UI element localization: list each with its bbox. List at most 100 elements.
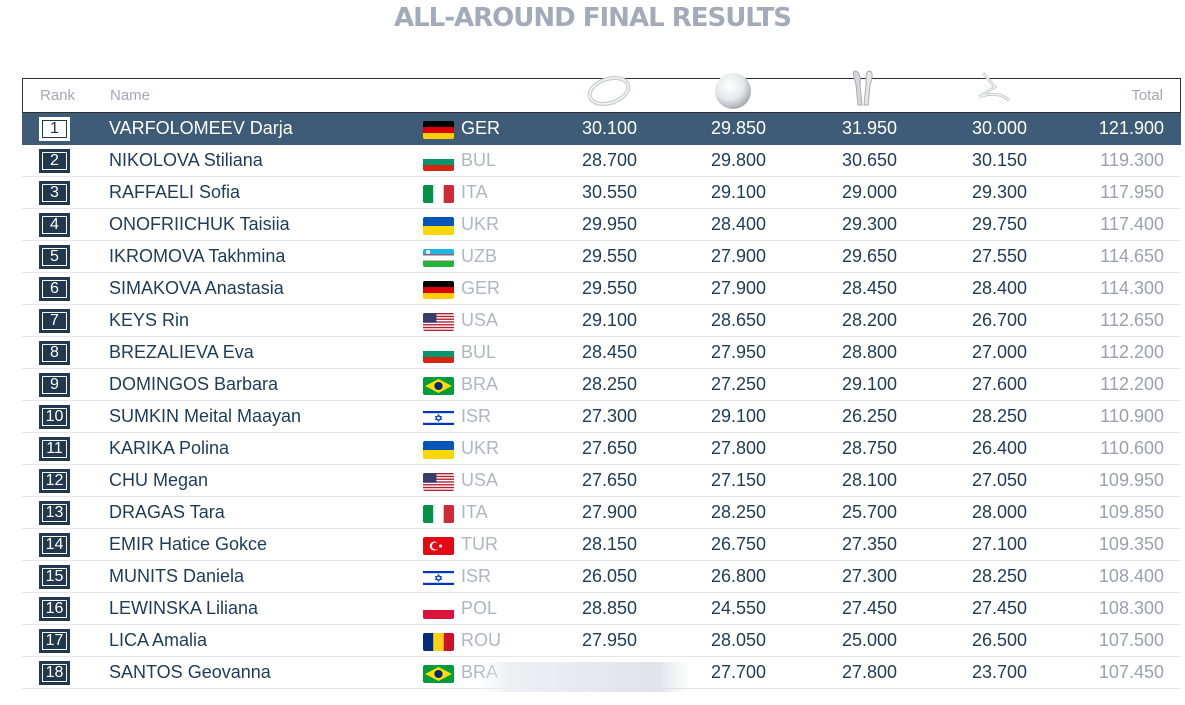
score-ball: 27.900 xyxy=(710,278,766,298)
athlete-name[interactable]: SANTOS Geovanna xyxy=(109,662,271,682)
country-code: TUR xyxy=(461,534,498,554)
country-code: GER xyxy=(461,278,501,298)
athlete-name[interactable]: DOMINGOS Barbara xyxy=(109,374,279,394)
score-clubs: 26.250 xyxy=(841,406,897,426)
score-ball: 28.650 xyxy=(710,310,766,330)
athlete-name[interactable]: LICA Amalia xyxy=(109,630,208,650)
athlete-name[interactable]: SUMKIN Meital Maayan xyxy=(109,406,302,426)
athlete-name[interactable]: VARFOLOMEEV Darja xyxy=(109,118,293,138)
athlete-name[interactable]: KEYS Rin xyxy=(109,310,190,330)
athlete-name[interactable]: EMIR Hatice Gokce xyxy=(109,534,268,554)
athlete-name[interactable]: SIMAKOVA Anastasia xyxy=(109,278,284,298)
table-row[interactable]: 4 ONOFRIICHUK Taisiia UKR 29.950 28.400 29.30… xyxy=(22,209,1181,241)
rank-badge: 7 xyxy=(39,309,70,333)
country-code: POL xyxy=(461,598,498,618)
score-hoop: 28.850 xyxy=(581,598,637,618)
score-clubs: 29.000 xyxy=(841,182,897,202)
athlete-name[interactable]: LEWINSKA Liliana xyxy=(109,598,259,618)
clubs-icon xyxy=(839,67,887,111)
table-row[interactable]: 11 KARIKA Polina UKR 27.650 27.800 28.750 26.4… xyxy=(22,433,1181,465)
table-row[interactable]: 14 EMIR Hatice Gokce TUR 28.150 26.750 27.350… xyxy=(22,529,1181,561)
flag-rou-icon xyxy=(423,633,454,651)
score-clubs: 25.000 xyxy=(841,630,897,650)
athlete-name[interactable]: MUNITS Daniela xyxy=(109,566,245,586)
athlete-name[interactable]: DRAGAS Tara xyxy=(109,502,225,522)
score-hoop: 29.100 xyxy=(581,310,637,330)
score-clubs: 30.650 xyxy=(841,150,897,170)
score-hoop: 28.700 xyxy=(581,150,637,170)
flag-uzb-icon xyxy=(423,249,454,267)
table-row[interactable]: 5 IKROMOVA Takhmina UZB 29.550 27.900 29.650 2… xyxy=(22,241,1181,273)
table-row[interactable]: 17 LICA Amalia ROU 27.950 28.050 25.000 26.500… xyxy=(22,625,1181,657)
table-row[interactable]: 16 LEWINSKA Liliana POL 28.850 24.550 27.450 2… xyxy=(22,593,1181,625)
athlete-name[interactable]: ONOFRIICHUK Taisiia xyxy=(109,214,290,234)
score-ribbon: 27.050 xyxy=(971,470,1027,490)
rank-badge: 12 xyxy=(39,469,70,493)
score-ribbon: 29.300 xyxy=(971,182,1027,202)
country-code: UKR xyxy=(461,438,500,458)
score-total: 108.300 xyxy=(1098,598,1164,618)
score-clubs: 28.450 xyxy=(841,278,897,298)
score-ribbon: 27.450 xyxy=(971,598,1027,618)
ribbon-icon xyxy=(969,67,1017,111)
score-total: 121.900 xyxy=(1098,118,1164,138)
score-ribbon: 27.550 xyxy=(971,246,1027,266)
flag-ukr-icon xyxy=(423,217,454,235)
watermark-overlay xyxy=(478,662,690,692)
rank-badge: 17 xyxy=(39,629,70,653)
table-row[interactable]: 1 VARFOLOMEEV Darja GER 30.100 29.850 31.950 3… xyxy=(22,113,1181,145)
athlete-name[interactable]: BREZALIEVA Eva xyxy=(109,342,254,362)
table-row[interactable]: 6 SIMAKOVA Anastasia GER 29.550 27.900 28.450… xyxy=(22,273,1181,305)
athlete-name[interactable]: KARIKA Polina xyxy=(109,438,230,458)
table-row[interactable]: 9 DOMINGOS Barbara BRA 28.250 27.250 29.100 27… xyxy=(22,369,1181,401)
header-name: Name xyxy=(110,87,151,104)
country-code: UKR xyxy=(461,214,500,234)
rank-badge: 13 xyxy=(39,501,70,525)
table-row[interactable]: 10 SUMKIN Meital Maayan ISR 27.300 29.100 26.… xyxy=(22,401,1181,433)
score-total: 110.600 xyxy=(1100,438,1164,458)
table-row[interactable]: 8 BREZALIEVA Eva BUL 28.450 27.950 28.800 27.0… xyxy=(22,337,1181,369)
score-ribbon: 23.700 xyxy=(971,662,1027,682)
score-total: 112.200 xyxy=(1100,374,1164,394)
score-ball: 29.850 xyxy=(710,118,766,138)
country-code: USA xyxy=(461,310,499,330)
flag-bra-icon xyxy=(423,377,454,395)
score-clubs: 27.300 xyxy=(841,566,897,586)
score-ribbon: 26.700 xyxy=(971,310,1027,330)
table-row[interactable]: 2 NIKOLOVA Stiliana BUL 28.700 29.800 30.650 3… xyxy=(22,145,1181,177)
score-clubs: 28.200 xyxy=(841,310,897,330)
table-header: Rank Name xyxy=(22,70,1181,113)
table-row[interactable]: 7 KEYS Rin USA 29.100 28.650 28.200 26.700 112.… xyxy=(22,305,1181,337)
score-clubs: 28.750 xyxy=(841,438,897,458)
table-row[interactable]: 13 DRAGAS Tara ITA 27.900 28.250 25.700 28.000… xyxy=(22,497,1181,529)
table-row[interactable]: 15 MUNITS Daniela ISR 26.050 26.800 27.300 28.… xyxy=(22,561,1181,593)
score-hoop: 27.300 xyxy=(581,406,637,426)
score-ribbon: 29.750 xyxy=(971,214,1027,234)
country-code: USA xyxy=(461,470,499,490)
score-clubs: 31.950 xyxy=(841,118,897,138)
country-code: ITA xyxy=(461,502,488,522)
flag-isr-icon xyxy=(423,569,454,587)
score-ribbon: 28.250 xyxy=(971,406,1027,426)
score-hoop: 27.950 xyxy=(581,630,637,650)
score-total: 117.400 xyxy=(1100,214,1164,234)
score-clubs: 29.650 xyxy=(841,246,897,266)
country-code: ROU xyxy=(461,630,501,650)
score-ribbon: 27.600 xyxy=(971,374,1027,394)
athlete-name[interactable]: IKROMOVA Takhmina xyxy=(109,246,286,266)
athlete-name[interactable]: NIKOLOVA Stiliana xyxy=(109,150,263,170)
hoop-icon xyxy=(585,67,633,111)
score-ball: 27.900 xyxy=(710,246,766,266)
rank-badge: 6 xyxy=(39,277,70,301)
score-clubs: 28.800 xyxy=(841,342,897,362)
header-total: Total xyxy=(1131,87,1163,104)
score-ball: 27.950 xyxy=(710,342,766,362)
athlete-name[interactable]: RAFFAELI Sofia xyxy=(109,182,241,202)
score-clubs: 28.100 xyxy=(841,470,897,490)
score-ball: 24.550 xyxy=(710,598,766,618)
country-code: ISR xyxy=(461,566,492,586)
athlete-name[interactable]: CHU Megan xyxy=(109,470,209,490)
table-row[interactable]: 12 CHU Megan USA 27.650 27.150 28.100 27.050 10… xyxy=(22,465,1181,497)
table-row[interactable]: 3 RAFFAELI Sofia ITA 30.550 29.100 29.000 29.3… xyxy=(22,177,1181,209)
country-code: BRA xyxy=(461,374,499,394)
